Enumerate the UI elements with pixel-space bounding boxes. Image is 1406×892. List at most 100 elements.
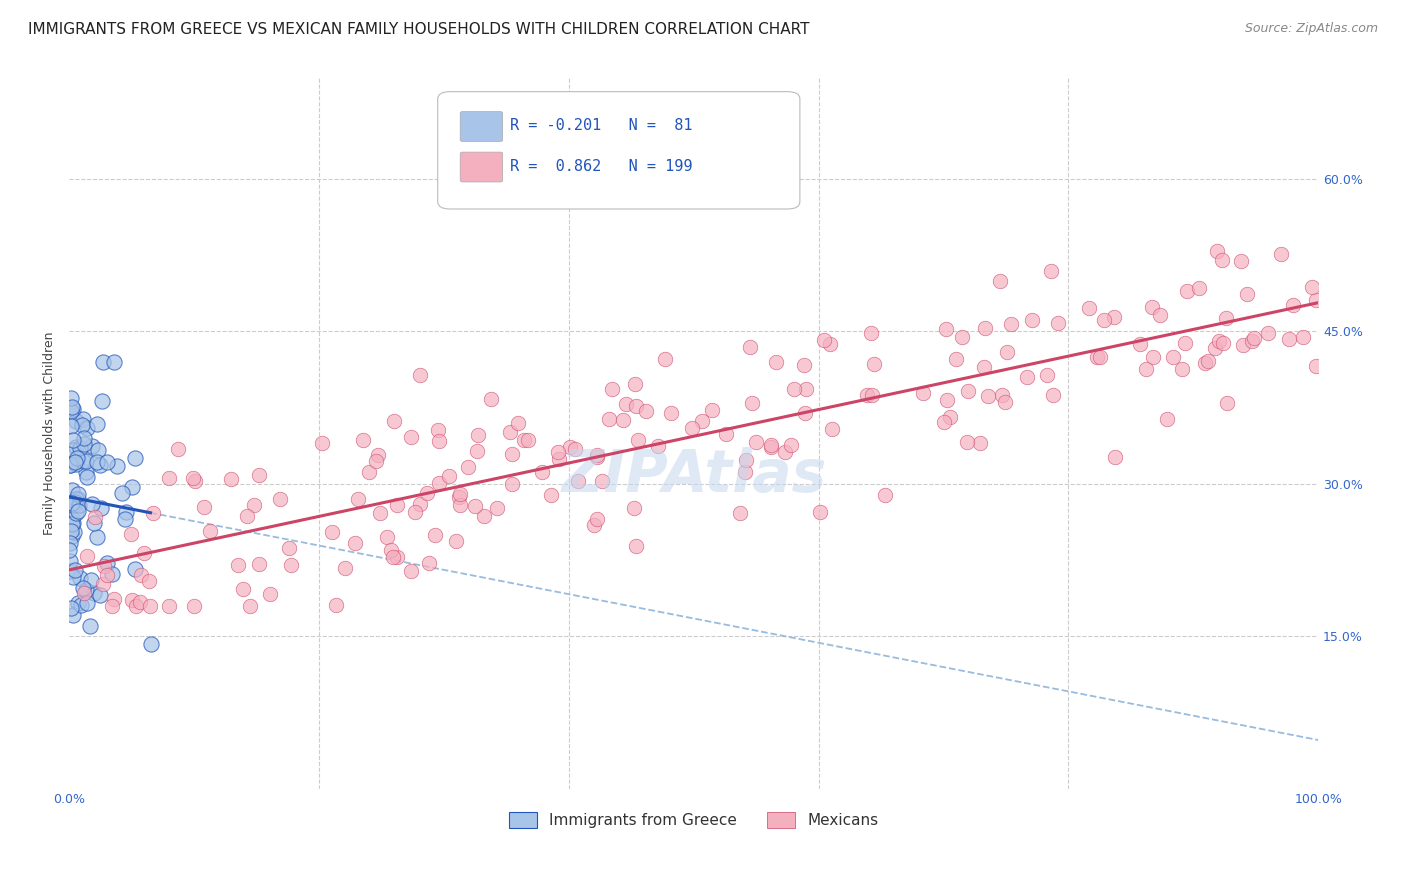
Point (364, 454, 387, 468)
Point (1211, 253, 1233, 268)
Point (91, 393, 114, 408)
Point (995, 344, 1018, 359)
Point (114, 512, 136, 526)
Point (765, 355, 787, 369)
Point (464, 500, 486, 514)
Legend: Immigrants from Greece, Mexicans: Immigrants from Greece, Mexicans (503, 806, 884, 834)
Point (247, 558, 270, 572)
Point (624, 539, 647, 553)
Point (62, 402, 84, 417)
Point (105, 459, 128, 474)
Point (404, 505, 426, 519)
Point (547, 445, 569, 459)
Y-axis label: Family Households with Children: Family Households with Children (44, 331, 56, 534)
Point (1021, 313, 1043, 327)
Point (623, 500, 645, 515)
FancyBboxPatch shape (460, 153, 503, 182)
Point (1301, 280, 1323, 294)
Point (956, 384, 979, 398)
Point (132, 546, 155, 560)
Point (1104, 450, 1126, 464)
Point (277, 541, 299, 556)
Point (1140, 300, 1163, 314)
Point (65, 457, 87, 471)
Point (70, 417, 93, 432)
Point (311, 436, 333, 450)
Point (59, 458, 82, 472)
Point (1206, 244, 1229, 258)
Point (558, 440, 581, 454)
Point (1292, 330, 1315, 344)
Point (73, 437, 96, 451)
Point (114, 505, 136, 519)
Point (103, 592, 125, 607)
Point (79, 619, 101, 633)
Point (875, 488, 897, 502)
Point (780, 438, 803, 452)
Point (1282, 298, 1305, 312)
Point (513, 434, 536, 448)
Point (1149, 308, 1171, 322)
Point (66, 491, 89, 506)
Point (280, 558, 302, 573)
Point (96, 455, 118, 469)
Point (1142, 350, 1164, 364)
Point (457, 460, 479, 475)
Point (62, 529, 84, 543)
Point (399, 430, 422, 444)
Point (956, 435, 979, 450)
Point (75, 582, 97, 597)
Point (62, 516, 84, 530)
Point (1305, 359, 1327, 373)
Point (437, 469, 460, 483)
Point (73, 586, 96, 600)
Point (796, 382, 818, 396)
Point (969, 435, 991, 450)
Point (1243, 331, 1265, 345)
Point (62, 512, 84, 526)
Point (773, 445, 796, 459)
Point (72, 454, 94, 468)
Point (586, 512, 609, 526)
Point (501, 477, 523, 491)
Point (1175, 284, 1198, 298)
Point (1230, 253, 1253, 268)
Point (121, 480, 143, 494)
Point (1188, 281, 1211, 295)
Point (426, 423, 449, 437)
Point (1092, 313, 1115, 327)
Point (243, 499, 266, 513)
Point (808, 505, 831, 519)
Point (60, 524, 83, 539)
Point (343, 536, 366, 550)
Point (516, 433, 538, 447)
Point (59, 392, 82, 406)
Point (91, 577, 114, 591)
Point (72, 581, 94, 595)
Point (1212, 335, 1234, 350)
Point (547, 452, 569, 467)
Point (86, 455, 108, 469)
Point (73, 431, 96, 445)
Point (387, 498, 409, 512)
Point (120, 527, 142, 541)
Point (506, 417, 529, 431)
Point (647, 439, 669, 453)
Point (226, 558, 249, 572)
Point (1171, 362, 1194, 376)
Point (1000, 317, 1022, 331)
Point (59, 458, 82, 473)
Point (69, 571, 91, 585)
Point (60, 400, 83, 414)
Point (124, 450, 146, 465)
Point (409, 368, 432, 383)
Point (1078, 301, 1101, 316)
Point (427, 475, 450, 490)
Point (988, 274, 1011, 288)
Point (418, 556, 440, 570)
Point (813, 333, 835, 347)
Point (564, 442, 586, 457)
Point (65, 414, 87, 428)
Point (690, 414, 713, 428)
Point (1085, 350, 1108, 364)
